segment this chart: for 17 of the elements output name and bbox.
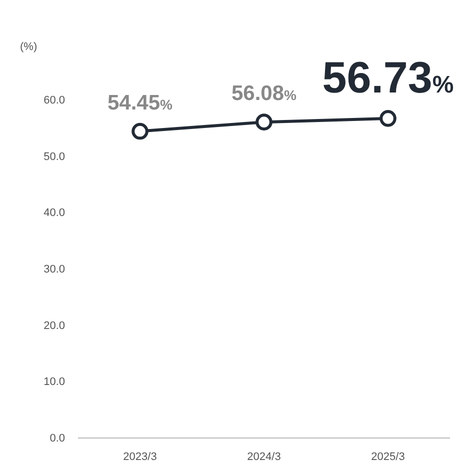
point [132,122,148,140]
y-tick-label: 20.0 [44,320,65,332]
text: 54.45% [107,91,173,114]
y-axis-title: (%) [20,41,38,53]
y-tick-label: 40.0 [44,207,65,220]
x-tick-label: 2024/3 [247,450,281,463]
y-tick-label: 0.0 [50,432,65,445]
point [256,114,272,130]
y-tick-label: 10.0 [44,376,65,388]
text: 56.08% [231,82,297,106]
x-tick-label: 2023/3 [123,450,157,463]
y-tick-label: 30.0 [44,264,65,276]
point [380,110,396,127]
text: 56.73% [322,53,454,102]
x-tick-label: 2025/3 [371,450,405,463]
y-tick-label: 60.0 [44,94,65,107]
y-tick-label: 50.0 [44,150,65,163]
